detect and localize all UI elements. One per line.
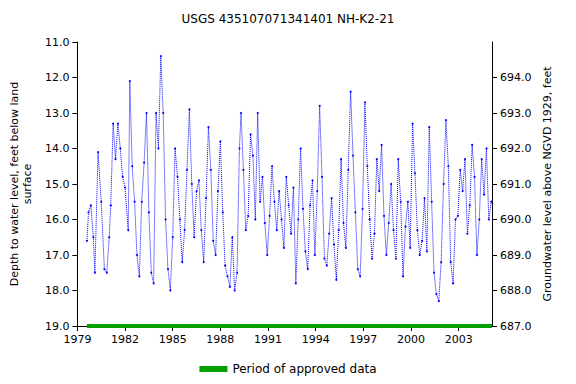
svg-text:2003: 2003 [445, 333, 473, 346]
svg-text:687.0: 687.0 [500, 320, 532, 333]
svg-text:Groundwater level above NGVD 1: Groundwater level above NGVD 1929, feet [541, 66, 554, 302]
svg-text:1985: 1985 [159, 333, 187, 346]
svg-text:689.0: 689.0 [500, 249, 532, 262]
svg-text:1988: 1988 [206, 333, 234, 346]
svg-text:1991: 1991 [254, 333, 282, 346]
svg-text:2000: 2000 [397, 333, 425, 346]
svg-text:694.0: 694.0 [500, 71, 532, 84]
svg-text:690.0: 690.0 [500, 213, 532, 226]
svg-text:16.0: 16.0 [45, 213, 70, 226]
svg-text:USGS 435107071341401 NH-K2-21: USGS 435107071341401 NH-K2-21 [182, 12, 395, 26]
svg-text:1982: 1982 [111, 333, 139, 346]
svg-text:1997: 1997 [349, 333, 377, 346]
svg-text:17.0: 17.0 [45, 249, 70, 262]
svg-text:13.0: 13.0 [45, 107, 70, 120]
svg-text:692.0: 692.0 [500, 142, 532, 155]
svg-text:12.0: 12.0 [45, 71, 70, 84]
svg-text:15.0: 15.0 [45, 178, 70, 191]
svg-text:1994: 1994 [302, 333, 330, 346]
svg-text:691.0: 691.0 [500, 178, 532, 191]
svg-text:surface: surface [21, 163, 34, 204]
svg-text:Period of approved data: Period of approved data [232, 362, 376, 376]
svg-text:688.0: 688.0 [500, 284, 532, 297]
svg-text:11.0: 11.0 [45, 36, 70, 49]
svg-text:18.0: 18.0 [45, 284, 70, 297]
svg-text:14.0: 14.0 [45, 142, 70, 155]
svg-text:693.0: 693.0 [500, 107, 532, 120]
svg-text:Depth to water level, feet bel: Depth to water level, feet below land [8, 82, 21, 287]
svg-text:19.0: 19.0 [45, 320, 70, 333]
svg-text:1979: 1979 [63, 333, 91, 346]
